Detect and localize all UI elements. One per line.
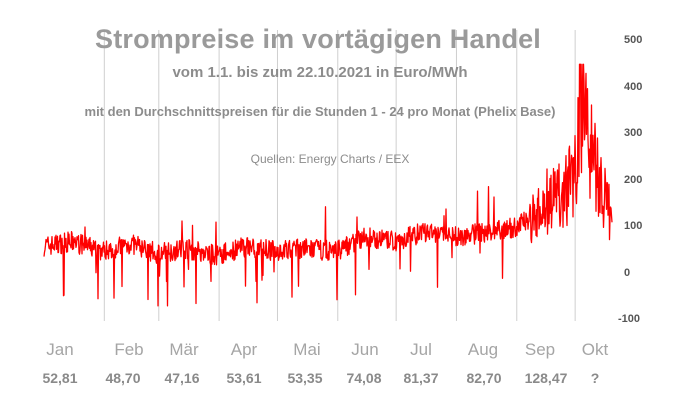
month-label: Feb [114,340,144,359]
monthly-average: 52,81 [42,370,78,386]
month-label: Apr [230,340,258,359]
monthly-average: 53,35 [287,370,323,386]
y-tick-label: 400 [624,81,643,93]
month-label: Aug [467,340,499,359]
monthly-average: 47,16 [164,370,200,386]
y-tick-label: 0 [624,267,631,279]
monthly-average: 74,08 [346,370,382,386]
monthly-average: ? [590,370,600,386]
monthly-average: 53,61 [226,370,262,386]
y-tick-label: 300 [624,127,643,139]
chart-title: Strompreise im vortägigen Handel [94,24,541,54]
price-series-line [43,63,613,307]
month-label: Sep [524,340,556,359]
y-tick-label: 100 [624,220,643,232]
chart-subtitle-2: mit den Durchschnittspreisen für die Stu… [84,104,556,119]
month-label: Mai [293,340,321,359]
month-label: Okt [581,340,609,359]
monthly-average: 82,70 [466,370,502,386]
monthly-average: 81,37 [403,370,439,386]
month-label: Mär [169,340,199,359]
monthly-average: 48,70 [105,370,141,386]
chart-source: Quellen: Energy Charts / EEX [250,152,410,166]
y-tick-label: 500 [624,34,643,46]
month-label: Jan [46,340,74,359]
chart-subtitle: vom 1.1. bis zum 22.10.2021 in Euro/MWh [172,64,468,81]
month-label: Jul [410,340,432,359]
monthly-average: 128,47 [524,370,568,386]
y-tick-label: -100 [618,313,641,325]
y-tick-label: 200 [624,174,643,186]
month-label: Jun [351,340,379,359]
